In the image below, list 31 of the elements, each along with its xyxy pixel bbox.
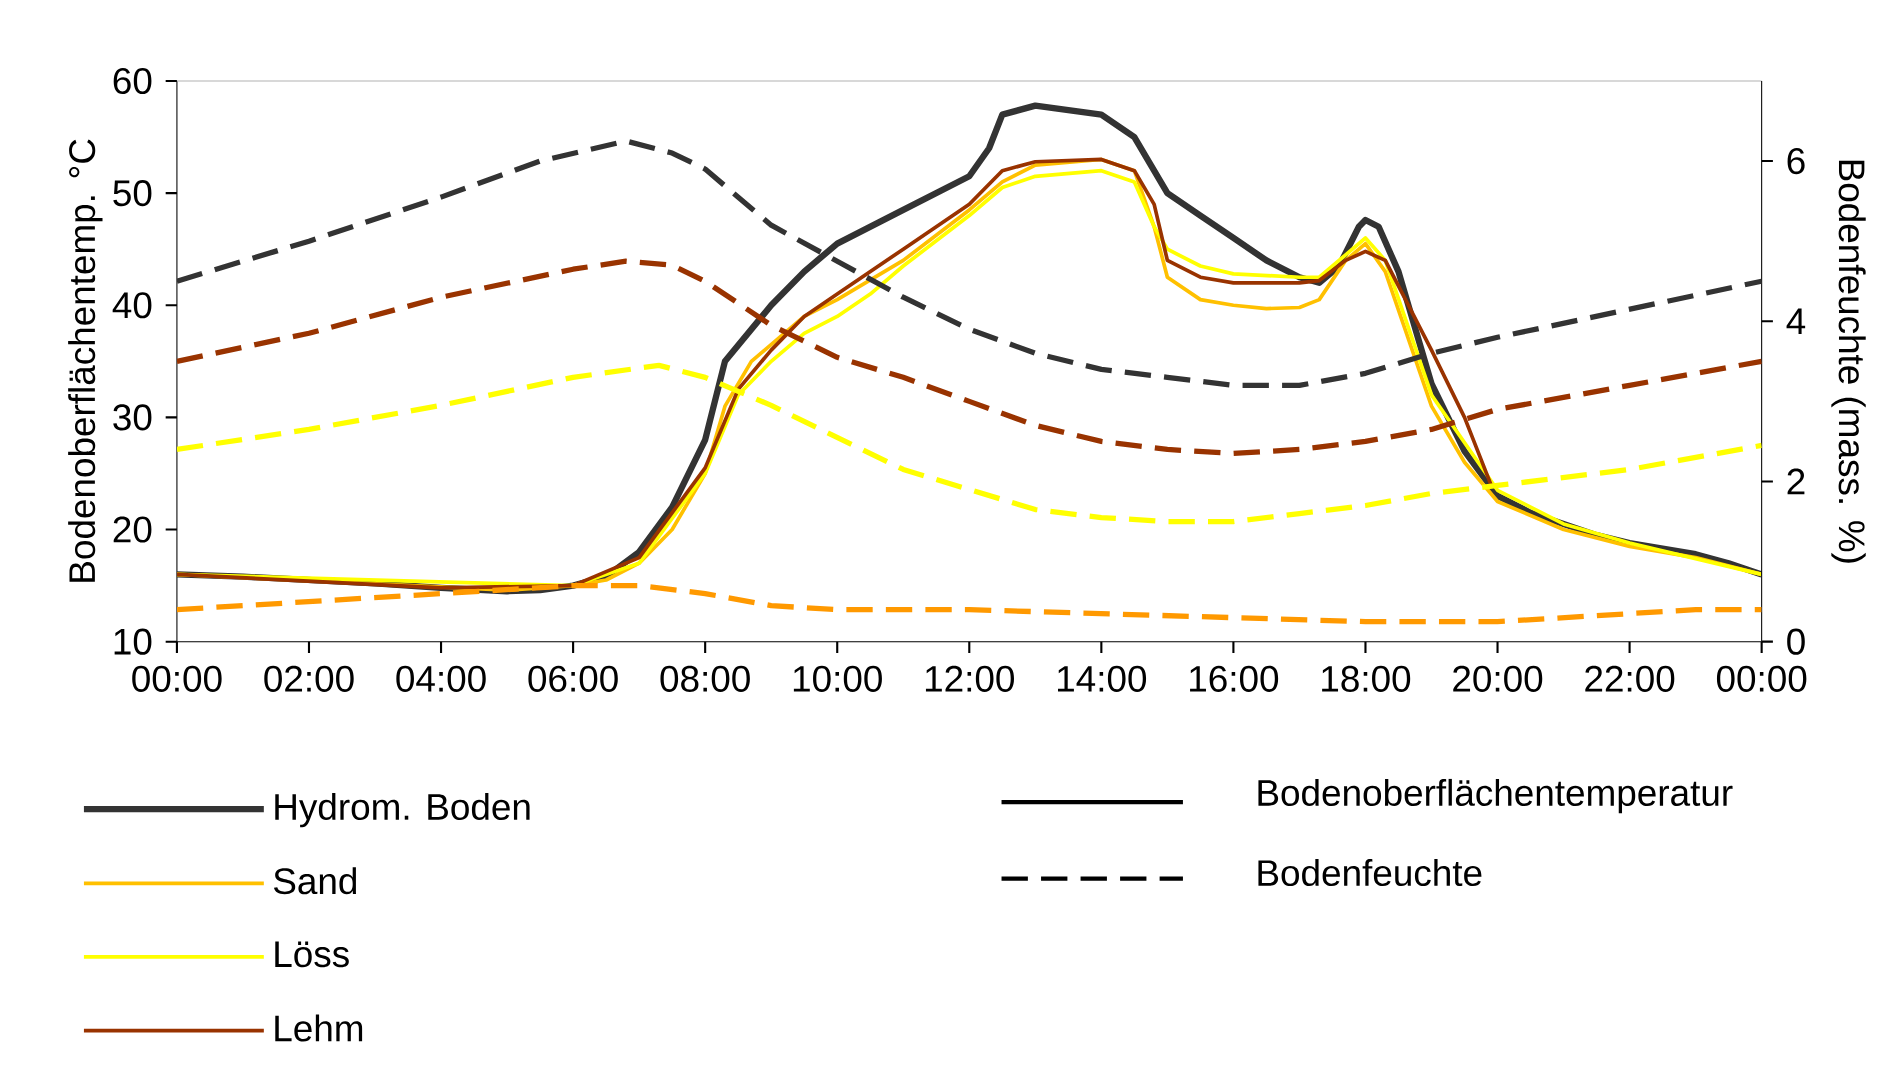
x-tick-label: 14:00 [1058, 665, 1147, 692]
legend-label: Hydrom. Boden [275, 792, 530, 828]
legend-label: Sand [273, 867, 357, 895]
y-tick-label: 30 [113, 404, 152, 431]
y-tick-label: 50 [113, 179, 152, 207]
y2-tick-label: 6 [1787, 147, 1805, 175]
x-tick-label: 18:00 [1322, 665, 1411, 692]
x-tick-label: 12:00 [925, 665, 1015, 692]
x-tick-label: 08:00 [660, 665, 750, 692]
legend-label: Lehm [275, 1014, 363, 1042]
x-tick-label: 10:00 [793, 665, 882, 692]
text: Bodenoberflächentemperatur [1258, 778, 1733, 814]
y-tick-label: 40 [112, 292, 152, 319]
legend-label: Löss [275, 941, 349, 968]
x-tick-label: 22:00 [1585, 665, 1675, 692]
y2-tick-label: 4 [1786, 308, 1806, 334]
y-axis-title: Bodenoberflächentemp. °C [68, 139, 103, 582]
x-tick-label: 20:00 [1453, 665, 1543, 692]
x-tick-label: 02:00 [264, 665, 354, 692]
x-tick-label: 00:00 [132, 665, 222, 692]
x-tick-label: 16:00 [1190, 665, 1279, 692]
y2-axis-title: Bodenfeuchte (mass. %) [1831, 160, 1866, 563]
text: Bodenfeuchte [1258, 858, 1482, 887]
x-tick-label: 00:00 [1716, 665, 1807, 692]
y-tick-label: 10 [114, 628, 152, 655]
x-tick-label: 04:00 [396, 665, 486, 692]
y2-tick-label: 2 [1787, 468, 1805, 495]
x-tick-label: 06:00 [528, 665, 618, 692]
y-tick-label: 20 [113, 516, 152, 543]
y2-tick-label: 0 [1787, 628, 1805, 655]
y-tick-label: 60 [113, 67, 152, 94]
